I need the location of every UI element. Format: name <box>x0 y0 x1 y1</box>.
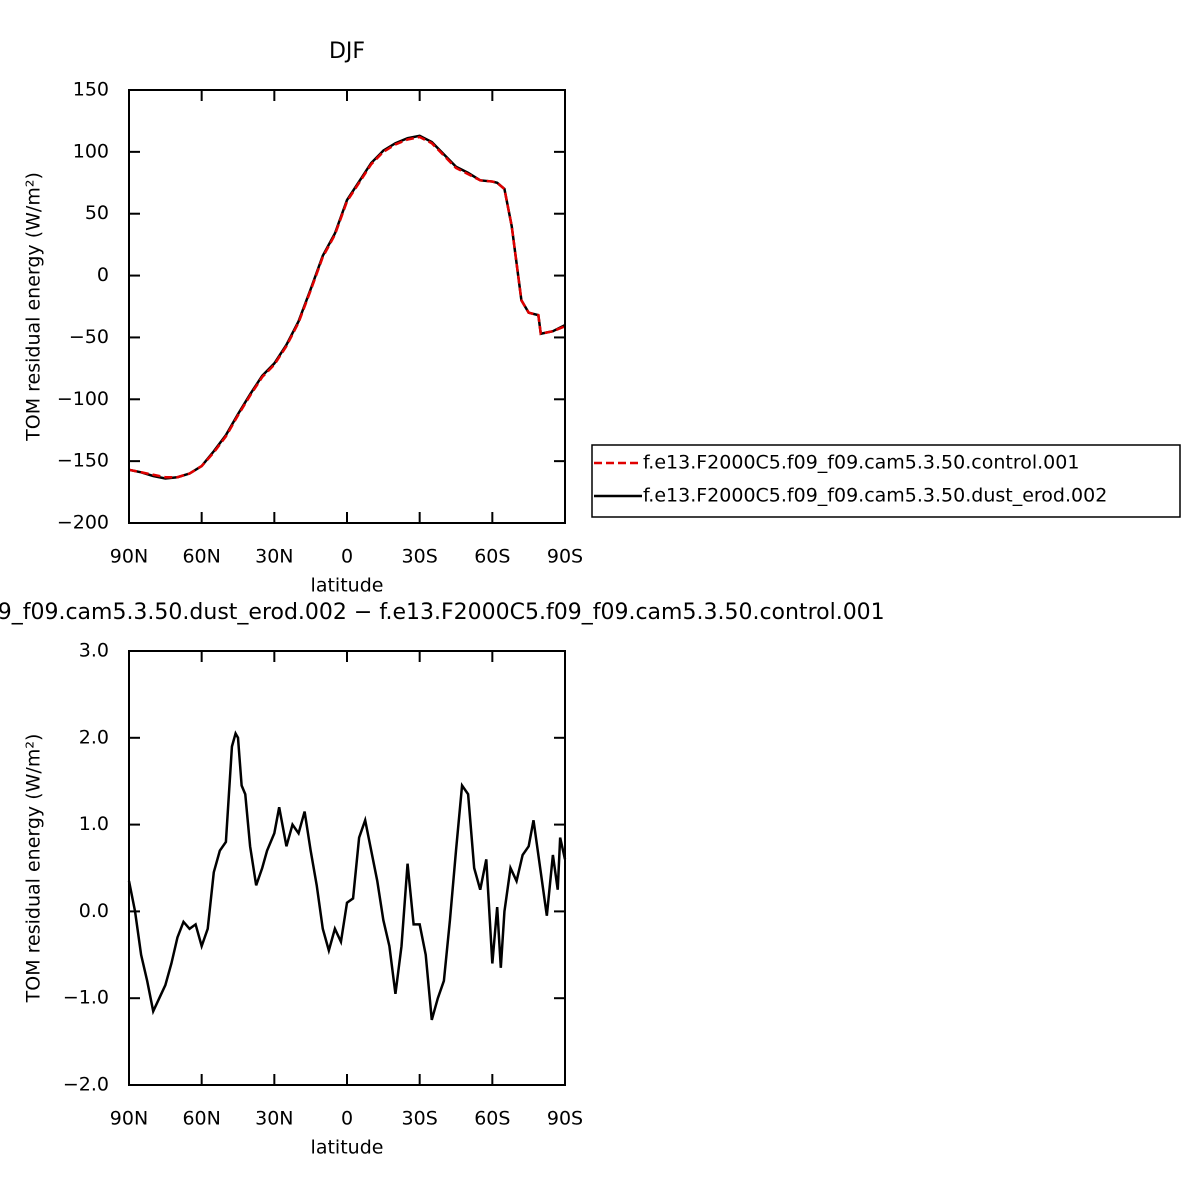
y-tick-label: 50 <box>85 202 109 224</box>
y-tick-label: −2.0 <box>63 1074 109 1096</box>
x-tick-label: 30S <box>402 546 438 568</box>
y-tick-label: −200 <box>57 512 109 534</box>
y-tick-label: 100 <box>73 140 109 162</box>
x-tick-label: 30N <box>255 1108 293 1130</box>
legend: f.e13.F2000C5.f09_f09.cam5.3.50.control.… <box>591 444 1181 518</box>
data-line <box>128 135 566 479</box>
x-tick-label: 60S <box>474 546 510 568</box>
chart-title: DJF <box>329 39 365 64</box>
x-tick-label: 30N <box>255 546 293 568</box>
y-tick-label: 1.0 <box>79 813 109 835</box>
plot-frame <box>128 650 566 1086</box>
legend-label: f.e13.F2000C5.f09_f09.cam5.3.50.control.… <box>643 452 1079 474</box>
y-axis-label: TOM residual energy (W/m²) <box>23 172 45 442</box>
x-tick-label: 30S <box>402 1108 438 1130</box>
x-axis-label: latitude <box>311 575 384 597</box>
y-tick-label: 2.0 <box>79 726 109 748</box>
y-tick-label: −1.0 <box>63 987 109 1009</box>
x-tick-label: 0 <box>341 1108 353 1130</box>
y-tick-label: −150 <box>57 450 109 472</box>
chart-title: f.e13.F2000C5.f09_f09.cam5.3.50.dust_ero… <box>0 600 885 625</box>
y-tick-label: −50 <box>69 326 109 348</box>
x-tick-label: 60N <box>182 546 220 568</box>
x-axis-label: latitude <box>311 1137 384 1159</box>
data-line <box>127 730 567 1021</box>
legend-label: f.e13.F2000C5.f09_f09.cam5.3.50.dust_ero… <box>643 485 1107 507</box>
x-tick-label: 60N <box>182 1108 220 1130</box>
x-tick-label: 0 <box>341 546 353 568</box>
y-tick-label: 150 <box>73 79 109 101</box>
data-line <box>128 134 566 480</box>
y-tick-label: 0 <box>97 264 109 286</box>
x-tick-label: 90N <box>110 546 148 568</box>
legend-box <box>591 444 1181 518</box>
x-tick-label: 90N <box>110 1108 148 1130</box>
y-tick-label: 0.0 <box>79 900 109 922</box>
x-tick-label: 90S <box>547 1108 583 1130</box>
y-tick-label: −100 <box>57 388 109 410</box>
x-tick-label: 90S <box>547 546 583 568</box>
x-tick-label: 60S <box>474 1108 510 1130</box>
y-axis-label: TOM residual energy (W/m²) <box>23 734 45 1004</box>
y-tick-label: 3.0 <box>79 640 109 662</box>
plot-frame <box>128 89 566 524</box>
